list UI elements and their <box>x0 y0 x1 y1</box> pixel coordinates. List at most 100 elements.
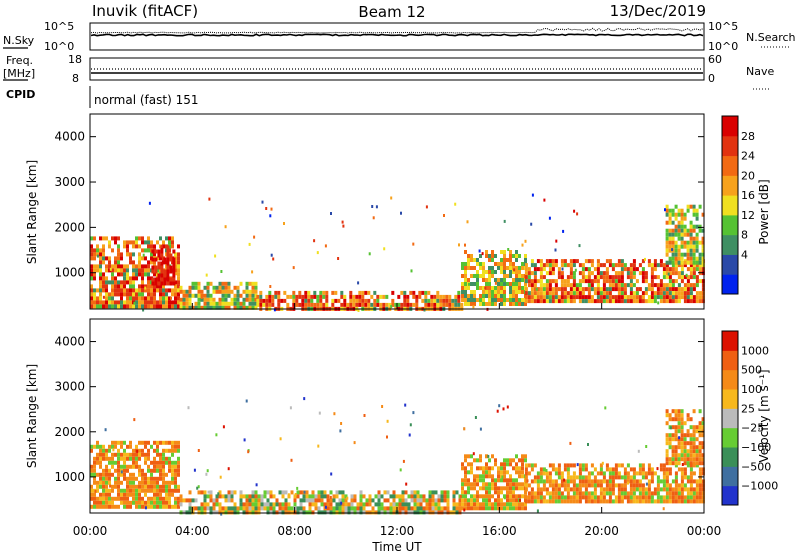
range-gate-cell <box>554 479 558 484</box>
range-gate-cell <box>105 480 108 485</box>
range-gate-cell <box>536 279 540 284</box>
range-gate-cell <box>129 500 132 505</box>
range-gate-cell <box>203 510 207 515</box>
range-gate-cell <box>566 283 570 288</box>
range-gate-cell <box>126 272 129 277</box>
velocity-data <box>90 397 705 516</box>
range-gate-cell <box>266 502 270 507</box>
range-gate-cell <box>533 475 537 480</box>
range-gate-cell <box>473 274 476 278</box>
range-gate-cell <box>177 288 180 293</box>
range-gate-cell <box>590 295 594 300</box>
range-gate-cell <box>665 471 669 476</box>
range-gate-cell <box>485 494 488 499</box>
range-gate-cell <box>457 298 461 303</box>
range-gate-cell <box>692 471 696 476</box>
colorbar-tick-label: 500 <box>741 364 762 377</box>
range-gate-cell <box>491 502 494 507</box>
range-gate-cell <box>656 295 660 300</box>
range-gate-cell <box>194 285 198 290</box>
range-gate-cell <box>617 499 621 504</box>
range-gate-cell <box>424 294 428 299</box>
range-gate-cell <box>683 224 687 229</box>
range-gate-cell <box>686 461 690 466</box>
range-gate-cell <box>135 300 138 305</box>
range-gate-cell <box>361 290 365 295</box>
range-gate-cell <box>479 506 482 511</box>
range-gate-cell <box>407 502 411 507</box>
range-gate-cell <box>689 475 693 480</box>
range-gate-cell <box>503 286 506 290</box>
range-gate-cell <box>236 506 240 511</box>
range-gate-cell <box>485 294 488 298</box>
range-gate-cell <box>500 478 503 483</box>
range-gate-cell <box>479 266 482 270</box>
range-gate-cell <box>548 299 552 304</box>
range-gate-cell <box>410 506 414 511</box>
range-gate-cell <box>359 498 363 503</box>
range-gate-cell <box>459 495 462 498</box>
range-gate-cell <box>641 463 645 468</box>
range-gate-cell <box>165 300 168 305</box>
range-gate-cell <box>324 244 327 248</box>
range-gate-cell <box>412 242 415 246</box>
range-gate-cell <box>671 437 675 442</box>
range-gate-cell <box>392 490 396 495</box>
range-gate-cell <box>485 282 488 286</box>
range-gate-cell <box>602 275 606 280</box>
range-gate-cell <box>96 452 99 457</box>
range-gate-cell <box>141 476 144 481</box>
colorbar-swatch <box>722 427 738 448</box>
colorbar-tick-label: 16 <box>741 189 755 202</box>
range-gate-cell <box>533 491 537 496</box>
range-gate-cell <box>410 494 414 499</box>
range-gate-cell <box>650 491 654 496</box>
range-gate-cell <box>409 423 412 427</box>
range-gate-cell <box>457 290 461 295</box>
range-gate-cell <box>166 281 170 286</box>
range-gate-cell <box>200 293 204 298</box>
range-gate-cell <box>108 504 111 509</box>
range-gate-cell <box>93 464 96 469</box>
range-gate-cell <box>126 300 129 305</box>
range-gate-cell <box>132 276 135 281</box>
range-gate-cell <box>638 483 642 488</box>
range-gate-cell <box>686 475 690 480</box>
range-gate-cell <box>427 290 431 295</box>
range-gate-cell <box>412 294 416 299</box>
range-gate-cell <box>695 461 699 466</box>
colorbar-tick-label: 1000 <box>741 344 769 357</box>
range-gate-cell <box>203 301 207 306</box>
range-gate-cell <box>542 479 546 484</box>
range-gate-cell <box>99 472 102 477</box>
range-gate-cell <box>398 506 402 511</box>
range-gate-cell <box>476 270 479 274</box>
range-gate-cell <box>542 283 546 288</box>
range-gate-cell <box>677 228 681 233</box>
range-gate-cell <box>93 480 96 485</box>
range-gate-cell <box>494 298 497 302</box>
range-gate-cell <box>111 496 114 501</box>
range-gate-cell <box>144 300 147 305</box>
range-gate-cell <box>581 479 585 484</box>
range-gate-cell <box>593 467 597 472</box>
range-gate-cell <box>482 482 485 487</box>
range-gate-cell <box>407 510 411 515</box>
range-gate-cell <box>242 506 246 511</box>
range-gate-cell <box>590 491 594 496</box>
range-gate-cell <box>150 504 153 509</box>
range-gate-cell <box>572 279 576 284</box>
range-gate-cell <box>99 292 102 297</box>
range-gate-cell <box>320 510 324 515</box>
range-gate-cell <box>132 452 135 457</box>
range-gate-cell <box>105 464 108 469</box>
range-gate-cell <box>277 294 281 299</box>
range-gate-cell <box>608 467 612 472</box>
range-gate-cell <box>380 502 384 507</box>
range-gate-cell <box>518 298 521 302</box>
range-gate-cell <box>530 291 534 296</box>
range-gate-cell <box>677 299 681 304</box>
range-gate-cell <box>172 249 176 254</box>
range-gate-cell <box>518 286 521 290</box>
range-gate-cell <box>637 449 640 453</box>
